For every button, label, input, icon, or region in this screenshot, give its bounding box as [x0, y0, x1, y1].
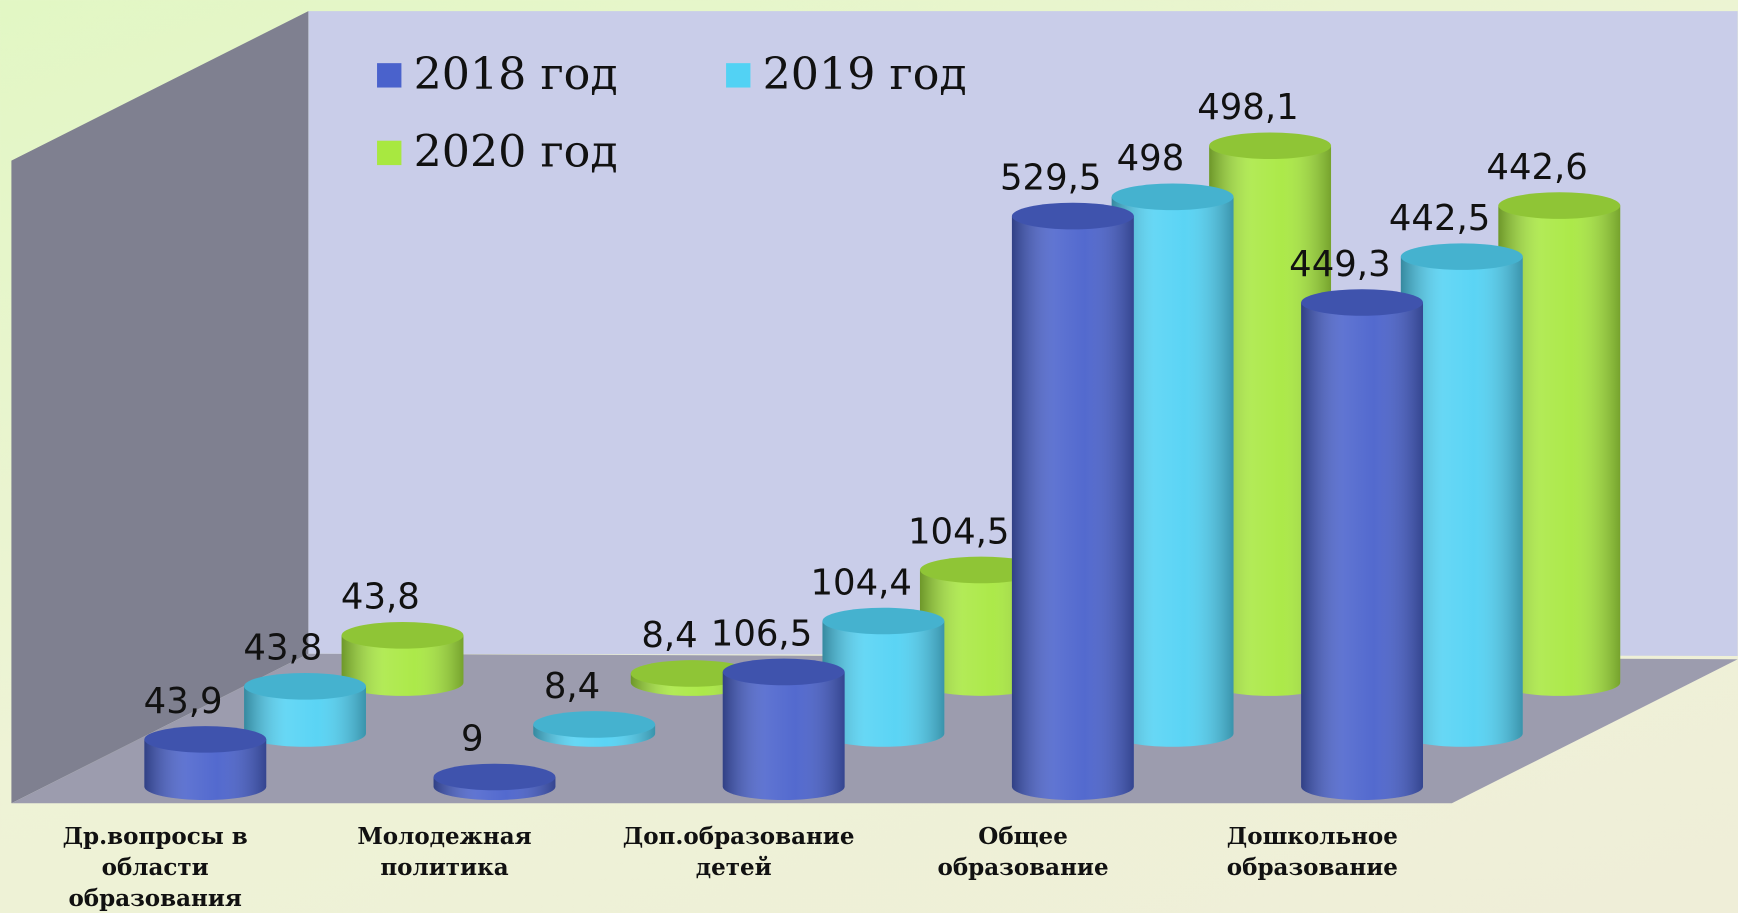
- cylinder-top: [144, 726, 267, 753]
- value-label: 106,5: [711, 613, 812, 654]
- cylinder-top-shade: [919, 556, 1042, 584]
- cylinder: [1400, 243, 1523, 747]
- value-label: 449,3: [1289, 244, 1390, 285]
- value-label: 9: [461, 718, 484, 759]
- cylinder-top-shade: [244, 673, 366, 700]
- cylinder-shade: [1111, 196, 1234, 747]
- cylinder-shade: [1011, 216, 1134, 800]
- bars: 43,8 8,4 104,5 498,1 442,6 43,8 8,4 104,4 498 442…: [144, 87, 1621, 800]
- cylinder-top: [1011, 202, 1134, 230]
- cylinder: [341, 622, 464, 696]
- cylinder-top-shade: [822, 607, 945, 635]
- cylinder-top: [722, 658, 845, 686]
- x-tick-label: Доп.образование детей: [622, 823, 855, 881]
- x-tick-label: Общее образование: [937, 823, 1109, 881]
- cylinder-shade: [822, 620, 945, 747]
- cylinder-top: [244, 673, 366, 700]
- cylinder-top: [433, 763, 556, 791]
- value-label: 498: [1117, 138, 1185, 179]
- cylinder-top-shade: [1400, 243, 1523, 270]
- cylinder-top-shade: [1011, 202, 1134, 230]
- cylinder: [919, 556, 1042, 696]
- cylinder-top-shade: [1111, 183, 1234, 211]
- cylinder: [144, 726, 267, 800]
- cylinder-shade: [919, 569, 1042, 696]
- cylinder: [1301, 289, 1424, 800]
- cylinder-top: [1209, 132, 1332, 160]
- legend-label: 2020 год: [414, 127, 618, 178]
- cylinder-shade: [144, 739, 267, 800]
- cylinder-shade: [244, 686, 366, 747]
- left-wall: [11, 11, 309, 804]
- cylinder-top-shade: [1209, 132, 1332, 160]
- x-tick-label: Молодежная политика: [357, 823, 532, 881]
- cylinder: [244, 673, 366, 747]
- value-label: 442,5: [1389, 198, 1490, 239]
- x-tick-label: Дошкольное образование: [1226, 823, 1398, 881]
- legend-label: 2018 год: [414, 49, 618, 100]
- cylinder-top: [341, 622, 464, 649]
- value-label: 43,8: [243, 628, 322, 669]
- legend: 2018 год 2019 год 2020 год: [377, 49, 967, 178]
- cylinder: [1111, 183, 1234, 747]
- legend-swatch: [377, 63, 402, 88]
- cylinder-shade: [341, 635, 464, 696]
- x-tick-label: Др.вопросы в области образования: [62, 823, 248, 912]
- cylinder-shade: [1301, 302, 1424, 800]
- cylinder-top: [919, 556, 1042, 584]
- cylinder-top-shade: [433, 763, 556, 791]
- value-label: 43,8: [341, 577, 420, 618]
- cylinder-top: [1301, 289, 1424, 316]
- cylinder: [533, 711, 656, 747]
- cylinder: [1209, 132, 1332, 696]
- cylinder-top-shade: [533, 711, 656, 738]
- cylinder-shade: [1400, 256, 1523, 747]
- cylinder-top-shade: [341, 622, 464, 649]
- value-label: 8,4: [544, 666, 600, 707]
- cylinder-top-shade: [1498, 192, 1621, 219]
- cylinder: [630, 660, 753, 696]
- cylinder-top: [822, 607, 945, 635]
- cylinder-shade: [1209, 145, 1332, 696]
- cylinder-top-shade: [144, 726, 267, 753]
- cylinder-top: [630, 660, 753, 687]
- cylinder-top-shade: [630, 660, 753, 687]
- cylinder: [722, 658, 845, 800]
- legend-label: 2019 год: [763, 49, 967, 100]
- cylinder: [433, 763, 556, 800]
- cylinder-top: [1111, 183, 1234, 211]
- value-label: 8,4: [641, 615, 697, 656]
- value-label: 104,5: [908, 511, 1009, 552]
- cylinder-top: [533, 711, 656, 738]
- cylinder-top-shade: [722, 658, 845, 686]
- legend-swatch: [377, 140, 402, 166]
- value-label: 442,6: [1486, 147, 1587, 188]
- cylinder-top-shade: [1301, 289, 1424, 316]
- value-label: 529,5: [1000, 157, 1101, 198]
- cylinder-top: [1400, 243, 1523, 270]
- value-label: 43,9: [144, 681, 223, 722]
- value-label: 498,1: [1197, 87, 1298, 128]
- cylinder-top: [1498, 192, 1621, 219]
- cylinder-shade: [1498, 205, 1621, 696]
- value-label: 104,4: [811, 562, 912, 603]
- cylinder-shade: [722, 671, 845, 800]
- cylinder: [1498, 192, 1621, 696]
- legend-swatch: [726, 63, 751, 88]
- cylinder: [822, 607, 945, 747]
- cylinder: [1011, 202, 1134, 800]
